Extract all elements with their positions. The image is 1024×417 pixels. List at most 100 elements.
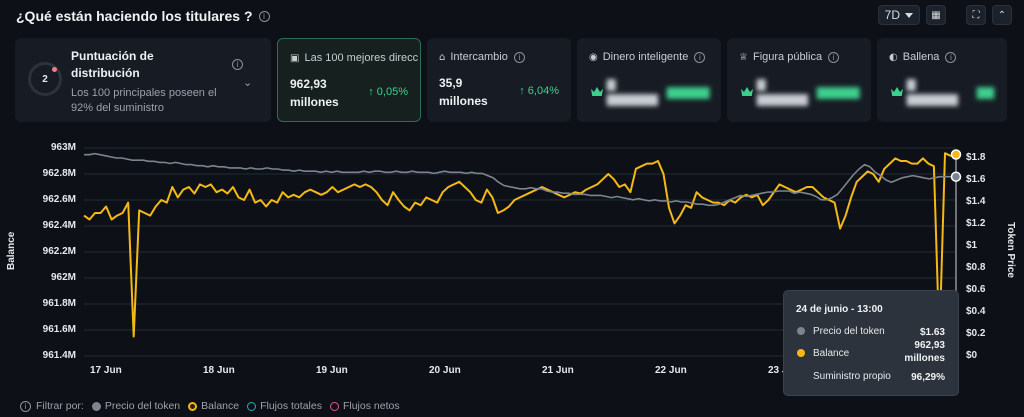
- total-flows-dot: [247, 401, 257, 411]
- card-label: Figura pública: [752, 51, 823, 63]
- holder-cards: 2 Puntuación de distribución Los 100 pri…: [15, 38, 1007, 122]
- ring-indicator-dot: [52, 67, 57, 72]
- token-price-dot: [91, 401, 101, 411]
- x-tick-label: 21 Jun: [542, 365, 574, 376]
- calendar-icon[interactable]: ▦: [926, 5, 946, 25]
- balance-series-line: [83, 152, 957, 344]
- y-left-tick-label: 963M: [50, 142, 76, 153]
- tooltip-date: 24 de junio - 13:00: [796, 304, 883, 315]
- header-controls: 7D ▦ ⛶ ⌃: [877, 5, 1012, 25]
- public-figure-card[interactable]: ♕ Figura pública i ▇ ▇▇▇▇▇▇ ▇▇▇▇▇: [727, 38, 871, 122]
- card-label: Las 100 mejores direcc: [304, 52, 419, 64]
- filter-item-label: Precio del token: [104, 400, 181, 412]
- filter-item-label: Flujos netos: [342, 400, 400, 412]
- tooltip-supply-label: Suministro propio: [813, 371, 891, 382]
- balance-dot: [188, 401, 198, 411]
- score-subtitle: Los 100 principales poseen el 92% del su…: [71, 87, 217, 114]
- filter-net-flows[interactable]: Flujos netos: [329, 400, 400, 412]
- chevron-up-icon[interactable]: ⌃: [992, 5, 1012, 25]
- info-icon[interactable]: i: [513, 51, 525, 63]
- chart-filters: i Filtrar por: Precio del token Balance …: [20, 400, 400, 412]
- period-dropdown[interactable]: 7D: [877, 5, 920, 25]
- y-right-tick-label: $1.2: [966, 218, 986, 229]
- x-tick-label: 18 Jun: [203, 365, 235, 376]
- y-left-tick-label: 961.8M: [42, 298, 76, 309]
- card-label: Dinero inteligente: [602, 51, 689, 63]
- y-right-tick-label: $1.6: [966, 174, 986, 185]
- bank-icon: ⌂: [439, 51, 446, 63]
- x-tick-label: 17 Jun: [90, 365, 122, 376]
- y-right-tick-label: $0.8: [966, 262, 986, 273]
- blurred-value: ▇: [907, 79, 916, 91]
- filter-item-label: Flujos totales: [260, 400, 322, 412]
- x-tick-label: 20 Jun: [429, 365, 461, 376]
- card-header: ♕ Figura pública i: [739, 51, 840, 63]
- blurred-value: ▇▇▇▇▇▇: [907, 94, 958, 106]
- smart-money-icon: ◉: [589, 51, 598, 63]
- info-icon[interactable]: i: [694, 51, 706, 63]
- filter-total-flows[interactable]: Flujos totales: [247, 400, 322, 412]
- blurred-change: ▇▇: [977, 87, 994, 99]
- filter-token-price[interactable]: Precio del token: [91, 400, 181, 412]
- info-icon[interactable]: i: [828, 51, 840, 63]
- y-left-tick-label: 962.6M: [42, 194, 76, 205]
- section-title: ¿Qué están haciendo los titulares ?: [16, 8, 253, 24]
- tooltip-balance-label: Balance: [813, 348, 850, 359]
- y-left-tick-label: 962.2M: [42, 246, 76, 257]
- crown-icon: [891, 87, 903, 96]
- filter-balance[interactable]: Balance: [188, 400, 239, 412]
- card-change: ↑ 6,04%: [519, 85, 559, 97]
- card-value: 35,9 millones: [439, 76, 488, 108]
- y-left-tick-label: 961.6M: [42, 324, 76, 335]
- y-left-tick-label: 961.4M: [42, 350, 76, 361]
- info-icon[interactable]: i: [232, 59, 243, 70]
- exchange-card[interactable]: ⌂ Intercambio i 35,9 millones ↑ 6,04%: [427, 38, 571, 122]
- card-header: ⌂ Intercambio i: [439, 51, 525, 63]
- y-right-tick-label: $1: [966, 240, 978, 251]
- info-icon[interactable]: i: [945, 51, 957, 63]
- whale-card[interactable]: ◐ Ballena i ▇ ▇▇▇▇▇▇ ▇▇: [877, 38, 1007, 122]
- chevron-down-icon: [905, 12, 913, 18]
- card-label: Ballena: [902, 51, 940, 63]
- y-right-tick-label: $0.4: [966, 306, 986, 317]
- card-header: ◐ Ballena i: [889, 51, 957, 63]
- tooltip-supply-value: 96,29%: [911, 372, 945, 383]
- crown-icon: [591, 87, 603, 96]
- card-header: ◉ Dinero inteligente i: [589, 51, 706, 63]
- expand-icon[interactable]: ⛶: [966, 5, 986, 25]
- distribution-score-card[interactable]: 2 Puntuación de distribución Los 100 pri…: [15, 38, 271, 122]
- y-right-tick-label: $0.6: [966, 284, 986, 295]
- wallet-icon: ▣: [290, 52, 300, 64]
- tooltip-balance-value: 962,93 millones: [904, 340, 945, 364]
- blurred-value: ▇: [757, 79, 766, 91]
- top100-card[interactable]: ▣ Las 100 mejores direcc 962,93 millones…: [277, 38, 421, 122]
- y-right-tick-label: $1.4: [966, 196, 986, 207]
- score-value: 2: [42, 73, 48, 85]
- card-label: Intercambio: [450, 51, 508, 63]
- score-ring: 2: [28, 62, 62, 96]
- public-figure-icon: ♕: [739, 51, 748, 63]
- blurred-value: ▇▇▇▇▇▇: [607, 94, 658, 106]
- filter-item-label: Balance: [201, 400, 240, 412]
- blurred-change: ▇▇▇▇▇: [667, 87, 710, 99]
- info-icon[interactable]: i: [20, 400, 31, 412]
- y-left-tick-label: 962M: [50, 272, 76, 283]
- x-tick-label: 19 Jun: [316, 365, 348, 376]
- section-header: ¿Qué están haciendo los titulares ? i 7D…: [16, 5, 1012, 26]
- filter-label: Filtrar por:: [36, 400, 84, 412]
- x-tick-label: 22 Jun: [655, 365, 687, 376]
- crown-icon: [741, 87, 753, 96]
- net-flows-dot: [329, 401, 339, 411]
- smart-money-card[interactable]: ◉ Dinero inteligente i ▇ ▇▇▇▇▇▇ ▇▇▇▇▇: [577, 38, 721, 122]
- whale-icon: ◐: [889, 51, 898, 63]
- chevron-down-icon[interactable]: ⌄: [243, 76, 253, 89]
- info-icon[interactable]: i: [258, 10, 270, 22]
- token-price-series-line: [84, 152, 956, 207]
- y-left-tick-label: 962.8M: [42, 168, 76, 179]
- period-value: 7D: [884, 8, 900, 22]
- balance-hover-point: [950, 149, 962, 160]
- card-change: ↑ 0,05%: [368, 86, 408, 98]
- card-header: ▣ Las 100 mejores direcc: [290, 52, 418, 64]
- tooltip-price-label: Precio del token: [813, 326, 885, 337]
- price-hover-point: [950, 171, 962, 182]
